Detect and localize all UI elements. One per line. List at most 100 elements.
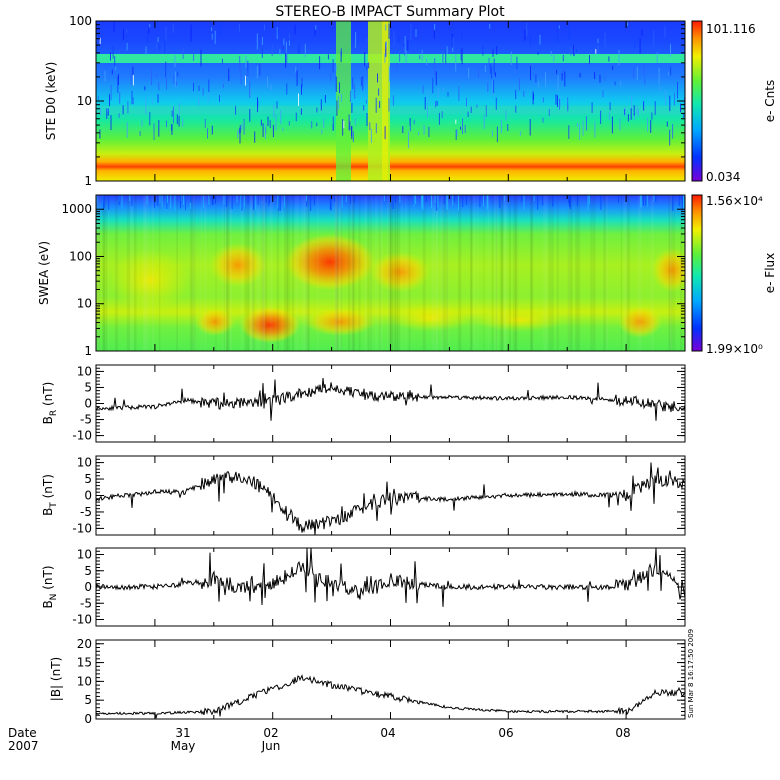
swea-streak — [500, 195, 504, 351]
bt-y-label-sub: T — [49, 502, 59, 509]
ste-speck — [351, 126, 353, 140]
ste-speck — [618, 49, 620, 66]
ste-speck — [375, 97, 377, 113]
swea-streak — [301, 195, 305, 351]
ste-speck — [243, 118, 245, 135]
swea-streak — [637, 195, 642, 351]
ste-speck — [421, 49, 423, 61]
swea-streak — [226, 195, 229, 351]
ste-speck — [495, 97, 497, 110]
ste-speck — [673, 92, 675, 106]
ste-speck — [664, 23, 666, 38]
swea-streak — [338, 195, 342, 351]
ste-speck — [245, 75, 246, 86]
ste-speck — [301, 84, 302, 95]
ste-speck — [407, 40, 409, 51]
ste-speck — [375, 123, 377, 134]
ste-speck — [385, 41, 387, 48]
swea-streak — [225, 195, 227, 351]
ste-speck — [559, 98, 560, 110]
ste-speck — [636, 66, 638, 81]
y-tick-label: -5 — [80, 596, 92, 610]
ste-speck — [368, 62, 370, 69]
ste-speck — [288, 121, 290, 126]
br-y-label: BR (nT) — [41, 382, 59, 425]
ste-speck — [235, 105, 237, 115]
swea-top-speck — [486, 195, 488, 210]
swea-streak — [508, 195, 511, 351]
ste-speck — [202, 87, 204, 96]
swea-top-speck — [226, 195, 227, 207]
ste-speck — [340, 51, 342, 63]
swea-top-speck — [645, 195, 647, 206]
ste-speck — [218, 25, 220, 37]
ste-speck — [608, 112, 610, 121]
ste-speck — [166, 120, 167, 128]
ste-speck — [389, 66, 390, 82]
swea-streak — [129, 195, 134, 351]
ste-speck — [149, 23, 151, 28]
swea-top-speck — [350, 195, 351, 204]
ste-speck — [530, 36, 531, 46]
swea-streak — [159, 195, 161, 351]
y-tick-label: -10 — [72, 613, 92, 627]
ste-speck — [600, 110, 602, 125]
swea-top-speck — [283, 195, 285, 208]
y-tick-label: 100 — [69, 249, 92, 263]
ste-speck — [267, 76, 268, 88]
swea-streak — [367, 195, 370, 351]
ste-speck — [491, 66, 493, 79]
ste-speck — [656, 52, 658, 63]
swea-streak — [505, 195, 508, 351]
ste-speck — [505, 110, 507, 121]
swea-top-speck — [183, 195, 184, 205]
ste-speck — [366, 113, 368, 126]
ste-x-ticks — [95, 21, 686, 181]
ste-speck — [388, 23, 390, 39]
swea-blob-9 — [618, 306, 662, 338]
bt-y-axis: -10 -5 0 5 10 — [72, 455, 685, 535]
ste-speck — [109, 94, 110, 107]
swea-streak — [669, 195, 673, 351]
ste-speck — [110, 115, 112, 130]
ste-speck — [558, 25, 560, 29]
y-tick-label: 10 — [77, 364, 92, 378]
swea-top-speck — [568, 195, 570, 203]
swea-top-speck — [421, 195, 423, 202]
ste-speck — [563, 69, 564, 75]
swea-blob-4 — [195, 308, 235, 336]
y-tick-label: 5 — [84, 472, 92, 486]
ste-speck — [277, 24, 279, 35]
ste-speckle — [96, 22, 685, 149]
ste-speck — [164, 39, 166, 53]
ste-speck — [297, 46, 299, 54]
ste-speck — [402, 126, 404, 134]
swea-streak — [352, 195, 355, 351]
swea-top-speck — [392, 195, 394, 209]
ste-speck — [388, 98, 390, 112]
swea-streak — [222, 195, 224, 351]
swea-top-speck — [157, 195, 159, 206]
ste-speck — [158, 120, 160, 137]
ste-speck — [259, 64, 261, 76]
ste-speck — [112, 45, 114, 59]
swea-streak — [96, 195, 99, 351]
swea-streak — [408, 195, 411, 351]
ste-speck — [530, 65, 531, 81]
bt-y-label-main: B — [41, 508, 55, 516]
ste-speck — [485, 105, 487, 117]
swea-streak — [445, 195, 449, 351]
swea-streak — [347, 195, 351, 351]
y-tick-label: 1000 — [61, 202, 92, 216]
y-tick-label: 1 — [84, 344, 92, 358]
swea-top-speck — [241, 195, 243, 211]
ste-speck — [385, 24, 387, 31]
ste-speck — [427, 102, 428, 118]
swea-streak — [473, 195, 475, 351]
ste-speck — [665, 90, 667, 106]
swea-streak — [394, 195, 396, 351]
swea-top-speck — [521, 195, 523, 202]
br-y-label-sub: R — [49, 410, 59, 416]
swea-top-speck — [552, 195, 554, 207]
ste-colorbar-label: e- Cnts — [763, 80, 777, 122]
